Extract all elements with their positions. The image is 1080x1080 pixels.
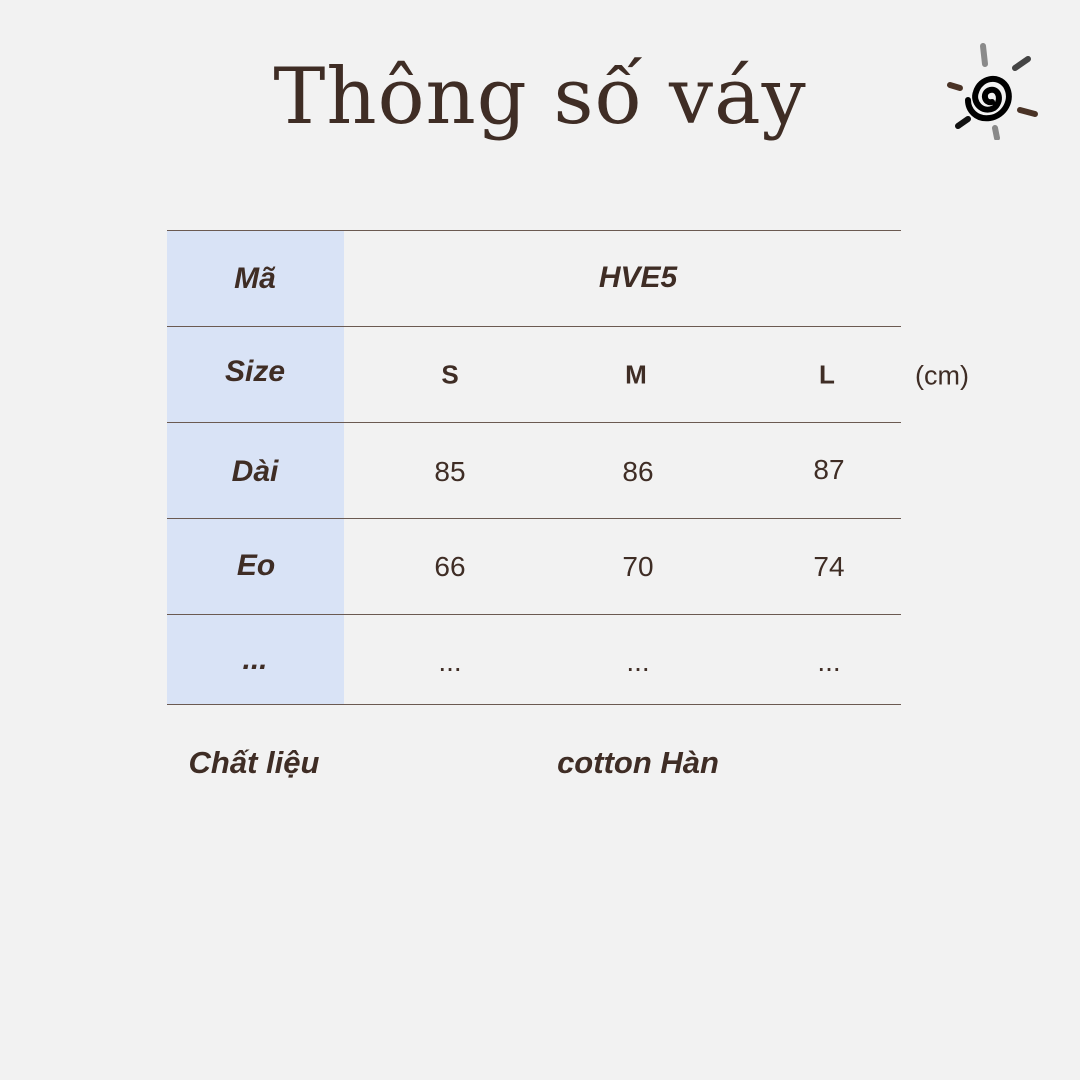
divider [167, 614, 901, 615]
cell-value: ... [626, 646, 650, 677]
cell-value: 66 [434, 551, 466, 582]
unit-label: (cm) [915, 360, 969, 391]
row-label-length: Dài [231, 455, 279, 488]
size-s: S [441, 359, 459, 390]
cell-value: ... [438, 646, 462, 677]
row-label-more: ... [242, 643, 268, 676]
divider [167, 704, 901, 705]
cell-value: 87 [813, 454, 845, 485]
divider [167, 422, 901, 423]
cell-value: ... [817, 646, 841, 677]
material-label: Chất liệu [188, 745, 320, 780]
material-value: cotton Hàn [557, 745, 719, 780]
code-label: Mã [234, 262, 276, 295]
divider [167, 326, 901, 327]
row-label-waist: Eo [236, 549, 276, 582]
spiral-sun-icon [947, 43, 1038, 140]
size-label: Size [224, 355, 286, 388]
divider [167, 518, 901, 519]
cell-value: 74 [813, 551, 845, 582]
page-title: Thông số váy [273, 52, 807, 142]
cell-value: 86 [622, 456, 654, 487]
size-m: M [625, 359, 647, 390]
code-value: HVE5 [598, 261, 678, 294]
size-l: L [819, 359, 835, 390]
label-column [167, 230, 344, 704]
cell-value: 85 [434, 456, 466, 487]
cell-value: 70 [622, 551, 654, 582]
divider [167, 230, 901, 231]
